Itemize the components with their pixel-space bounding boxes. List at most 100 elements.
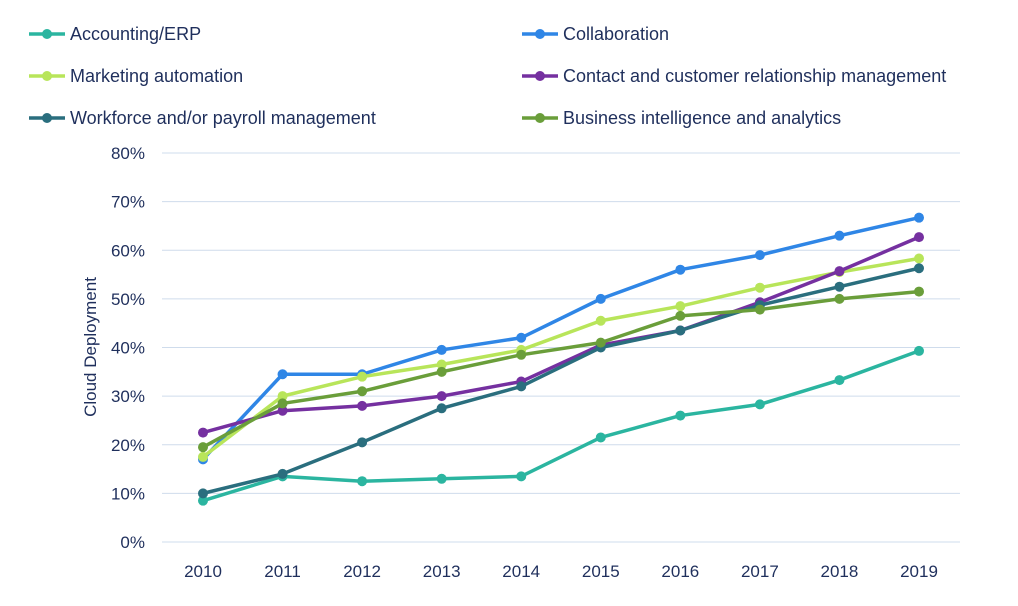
legend: Accounting/ERP Collaboration Marketing aut… xyxy=(29,24,946,128)
x-tick-label: 2012 xyxy=(343,562,381,581)
y-tick-label: 70% xyxy=(111,193,145,212)
series-line xyxy=(201,349,921,503)
legend-swatch-marker xyxy=(535,29,545,39)
data-point xyxy=(357,386,368,397)
data-point xyxy=(198,442,208,453)
data-point xyxy=(357,437,368,448)
legend-swatch-marker xyxy=(535,71,545,81)
data-point xyxy=(834,266,845,277)
data-point xyxy=(914,232,924,243)
legend-item: Business intelligence and analytics xyxy=(522,108,841,128)
data-point xyxy=(595,432,606,443)
data-point xyxy=(834,230,845,241)
legend-label: Workforce and/or payroll management xyxy=(70,108,376,128)
series-4 xyxy=(198,263,924,499)
x-axis-ticks: 2010 2011 2012 2013 2014 2015 2016 2017 2018 2019 xyxy=(184,562,938,581)
x-tick-label: 2013 xyxy=(423,562,461,581)
data-point xyxy=(198,451,208,462)
legend-item: Accounting/ERP xyxy=(29,24,201,44)
data-point xyxy=(436,344,447,355)
y-tick-label: 10% xyxy=(111,484,145,503)
legend-swatch-marker xyxy=(42,113,52,123)
data-point xyxy=(754,250,765,261)
series-line xyxy=(201,266,921,496)
data-point xyxy=(675,301,686,312)
data-point xyxy=(675,264,686,275)
data-point xyxy=(516,471,527,482)
data-point xyxy=(277,405,288,416)
data-point xyxy=(834,281,845,292)
data-point xyxy=(436,359,447,370)
data-point xyxy=(595,337,606,348)
data-point xyxy=(277,398,288,409)
y-tick-label: 50% xyxy=(111,290,145,309)
x-tick-label: 2019 xyxy=(900,562,938,581)
series-2 xyxy=(198,253,924,462)
legend-swatch-marker xyxy=(42,29,52,39)
y-tick-label: 80% xyxy=(111,144,145,163)
x-tick-label: 2015 xyxy=(582,562,620,581)
y-axis-ticks: 0% 10% 20% 30% 40% 50% 60% 70% 80% xyxy=(111,144,145,552)
legend-label: Collaboration xyxy=(563,24,669,44)
data-point xyxy=(754,304,765,315)
x-tick-label: 2016 xyxy=(661,562,699,581)
legend-item: Workforce and/or payroll management xyxy=(29,108,376,128)
data-point xyxy=(914,286,924,297)
y-tick-label: 20% xyxy=(111,436,145,455)
data-point xyxy=(436,366,447,377)
data-point xyxy=(436,473,447,484)
data-point xyxy=(675,325,686,336)
data-point xyxy=(277,468,288,479)
data-point xyxy=(357,476,368,487)
data-point xyxy=(914,345,924,356)
data-point xyxy=(675,410,686,421)
series-line xyxy=(201,256,921,459)
data-point xyxy=(914,263,924,274)
y-tick-label: 40% xyxy=(111,339,145,358)
series-1 xyxy=(198,212,924,465)
data-point xyxy=(516,349,527,360)
data-point xyxy=(914,212,924,223)
x-tick-label: 2017 xyxy=(741,562,779,581)
gridlines xyxy=(162,152,960,543)
series-lines xyxy=(198,212,924,506)
legend-label: Business intelligence and analytics xyxy=(563,108,841,128)
data-point xyxy=(516,332,527,343)
series-0 xyxy=(198,345,924,506)
data-point xyxy=(595,315,606,326)
x-tick-label: 2010 xyxy=(184,562,222,581)
series-line xyxy=(201,215,921,462)
series-5 xyxy=(198,286,924,453)
legend-item: Contact and customer relationship manage… xyxy=(522,66,946,86)
data-point xyxy=(914,253,924,264)
data-point xyxy=(754,282,765,293)
data-point xyxy=(834,375,845,386)
data-point xyxy=(834,293,845,304)
y-axis-label: Cloud Deployment xyxy=(81,277,100,417)
x-tick-label: 2011 xyxy=(264,562,301,581)
data-point xyxy=(754,399,765,410)
data-point xyxy=(357,400,368,411)
legend-item: Marketing automation xyxy=(29,66,243,86)
y-tick-label: 60% xyxy=(111,241,145,260)
series-line xyxy=(201,235,921,435)
data-point xyxy=(198,495,208,506)
legend-swatch-marker xyxy=(535,113,545,123)
series-line xyxy=(201,289,921,449)
data-point xyxy=(436,391,447,402)
data-point xyxy=(675,310,686,321)
data-point xyxy=(595,293,606,304)
legend-label: Contact and customer relationship manage… xyxy=(563,66,946,86)
legend-swatch-marker xyxy=(42,71,52,81)
data-point xyxy=(277,369,288,380)
data-point xyxy=(516,381,527,392)
legend-label: Marketing automation xyxy=(70,66,243,86)
y-tick-label: 0% xyxy=(120,533,145,552)
data-point xyxy=(277,391,288,402)
y-tick-label: 30% xyxy=(111,387,145,406)
data-point xyxy=(198,427,208,438)
legend-label: Accounting/ERP xyxy=(70,24,201,44)
legend-item: Collaboration xyxy=(522,24,669,44)
data-point xyxy=(198,488,208,499)
